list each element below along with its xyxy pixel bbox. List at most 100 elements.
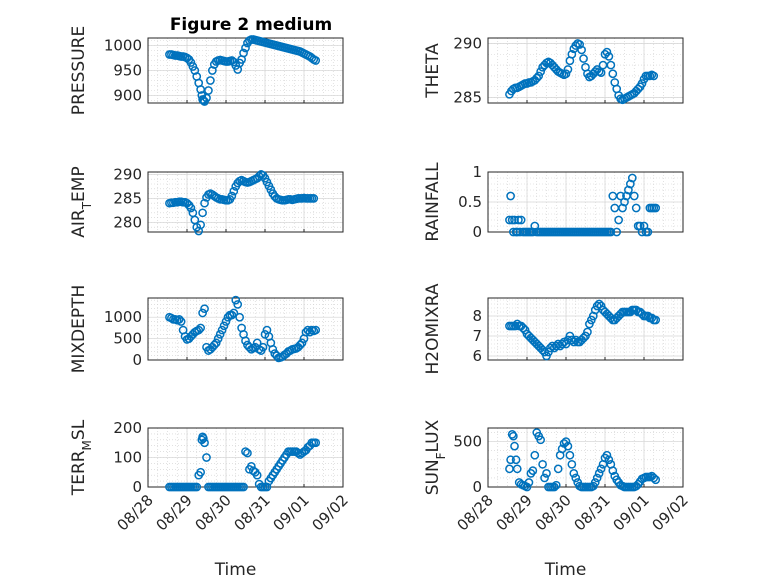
y-tick-label: 290 xyxy=(113,165,142,183)
data-point xyxy=(592,473,602,483)
data-point xyxy=(309,194,319,203)
data-point xyxy=(614,215,624,225)
data-point xyxy=(569,337,579,347)
data-point xyxy=(227,191,237,201)
data-point xyxy=(200,198,209,208)
data-point xyxy=(542,469,551,478)
x-tick-label: 08/30 xyxy=(192,491,235,534)
axes-border xyxy=(487,297,684,361)
data-point xyxy=(546,343,555,353)
data-point xyxy=(631,203,641,213)
data-point xyxy=(196,323,205,333)
data-point xyxy=(247,462,256,471)
y-axis-label: H2OMIXRA xyxy=(423,283,443,374)
y-tick-label: 1000 xyxy=(104,308,142,326)
axes-border xyxy=(147,37,344,104)
data-point xyxy=(241,336,250,346)
x-tick-label: 08/28 xyxy=(454,491,497,534)
data-point xyxy=(239,482,248,492)
data-point xyxy=(557,339,567,349)
data-point xyxy=(202,93,211,103)
data-point xyxy=(200,304,209,314)
y-axis-label: RAINFALL xyxy=(423,162,443,242)
data-point xyxy=(200,438,209,448)
x-tick-label: 08/29 xyxy=(493,491,536,534)
data-point xyxy=(516,215,526,225)
data-point xyxy=(551,341,561,351)
data-point xyxy=(567,49,577,59)
data-point xyxy=(553,464,563,474)
data-point xyxy=(524,478,534,487)
data-point xyxy=(579,333,588,343)
y-tick-label: 7 xyxy=(472,327,482,345)
y-axis-label: SUNFLUX xyxy=(423,419,448,495)
data-point xyxy=(590,67,600,76)
y-tick-label: 0.5 xyxy=(458,193,482,211)
data-point xyxy=(241,447,250,456)
axes-border xyxy=(147,297,344,361)
data-point xyxy=(506,191,515,201)
data-point xyxy=(532,73,542,83)
data-point xyxy=(295,340,305,350)
subplot-5: 0 500 1000 MIXDEPTH xyxy=(69,285,344,373)
data-point xyxy=(254,171,264,181)
data-point xyxy=(575,40,585,49)
data-point xyxy=(592,301,602,311)
data-point xyxy=(567,335,577,345)
data-point xyxy=(563,65,573,74)
data-point xyxy=(217,325,227,335)
data-point xyxy=(518,323,528,333)
y-axis-label: PRESSURE xyxy=(69,26,89,115)
y-tick-label: 280 xyxy=(113,213,142,231)
data-point xyxy=(219,321,229,331)
data-point xyxy=(512,464,522,474)
data-point xyxy=(245,342,254,352)
y-tick-label: 8 xyxy=(472,307,482,325)
data-point xyxy=(540,473,549,483)
data-point xyxy=(196,467,205,477)
data-point xyxy=(577,45,586,55)
data-point xyxy=(571,41,581,50)
data-point xyxy=(227,310,237,320)
data-point xyxy=(602,47,612,57)
data-point xyxy=(233,300,243,309)
data-point xyxy=(199,433,208,443)
data-point xyxy=(522,482,532,492)
data-point xyxy=(629,191,639,201)
data-point xyxy=(198,308,207,318)
data-point xyxy=(536,435,546,445)
y-tick-label: 500 xyxy=(113,330,142,348)
data-point xyxy=(243,448,252,458)
y-tick-label: 500 xyxy=(453,433,482,451)
y-tick-label: 0 xyxy=(472,478,482,496)
data-point xyxy=(510,321,520,331)
data-point xyxy=(651,203,661,213)
data-point xyxy=(602,450,612,460)
data-point xyxy=(616,191,625,201)
data-point xyxy=(637,79,647,88)
data-point xyxy=(186,203,196,213)
data-point xyxy=(239,48,248,58)
data-point xyxy=(538,345,547,355)
y-tick-label: 0 xyxy=(132,478,142,496)
data-point xyxy=(594,299,604,309)
data-point xyxy=(192,482,202,492)
y-tick-label: 0 xyxy=(132,351,142,369)
y-axis-label: TERRMSL xyxy=(69,419,94,496)
data-point xyxy=(241,43,250,53)
subplot-7: 0 100 200 TERRMSL 08/2808/2908/3008/3109/010… xyxy=(69,419,352,580)
data-point xyxy=(194,325,204,335)
data-point xyxy=(606,227,616,237)
data-point xyxy=(608,466,618,476)
y-tick-label: 6 xyxy=(472,347,482,365)
data-point xyxy=(612,227,622,237)
data-point xyxy=(594,469,604,478)
y-tick-label: 285 xyxy=(113,189,142,207)
data-point xyxy=(514,215,523,225)
data-point xyxy=(579,54,588,63)
data-point xyxy=(311,325,321,335)
data-point xyxy=(567,459,577,469)
data-point xyxy=(508,431,518,441)
